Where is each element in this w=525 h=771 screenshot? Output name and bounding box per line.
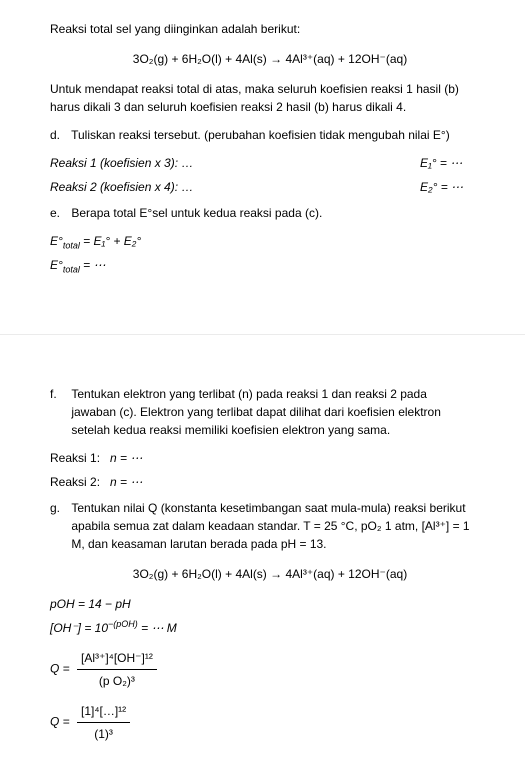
item-e-text: Berapa total E°sel untuk kedua reaksi pa…	[71, 206, 322, 220]
reaction-1-label: Reaksi 1 (koefisien x 3): …	[50, 156, 193, 170]
g-q-frac-2: Q = [1]⁴[…]¹² (1)³	[50, 700, 490, 745]
item-d-text: Tuliskan reaksi tersebut. (perubahan koe…	[71, 128, 450, 142]
item-e-letter: e.	[50, 204, 68, 222]
item-f-letter: f.	[50, 385, 68, 403]
item-g-letter: g.	[50, 499, 68, 517]
item-f-text: Tentukan elektron yang terlibat (n) pada…	[71, 385, 471, 439]
page-divider	[0, 334, 525, 335]
intro-equation: 3O₂(g) + 6H₂O(l) + 4Al(s) → 4Al³⁺(aq) + …	[50, 50, 490, 68]
reaction-2-label: Reaksi 2 (koefisien x 4): …	[50, 180, 193, 194]
intro-text-2: Untuk mendapat reaksi total di atas, mak…	[50, 80, 490, 116]
q1-denominator: (p O₂)³	[77, 670, 157, 690]
f-reaction-2: Reaksi 2: n = ⋯	[50, 473, 490, 491]
reaction-1-e: E₁° = ⋯	[420, 156, 462, 170]
q1-numerator: [Al³⁺]⁴[OH⁻]¹²	[77, 649, 157, 670]
intro-text-1: Reaksi total sel yang diinginkan adalah …	[50, 20, 490, 38]
g-oh: [OH⁻] = 10−(pOH) = ⋯ M	[50, 619, 490, 637]
g-q-frac-1: Q = [Al³⁺]⁴[OH⁻]¹² (p O₂)³	[50, 647, 490, 692]
f-reaction-1: Reaksi 1: n = ⋯	[50, 449, 490, 467]
g-equation: 3O₂(g) + 6H₂O(l) + 4Al(s) → 4Al³⁺(aq) + …	[50, 565, 490, 583]
reaction-2-e: E₂° = ⋯	[420, 180, 463, 194]
item-d-letter: d.	[50, 126, 68, 144]
e-total-eq-2: E°total = ⋯	[50, 256, 490, 274]
e-total-eq-1: E°total = E₁° + E₂°	[50, 232, 490, 250]
q2-denominator: (1)³	[77, 723, 130, 743]
item-g-text: Tentukan nilai Q (konstanta kesetimbanga…	[71, 499, 471, 553]
g-poh: pOH = 14 − pH	[50, 595, 490, 613]
